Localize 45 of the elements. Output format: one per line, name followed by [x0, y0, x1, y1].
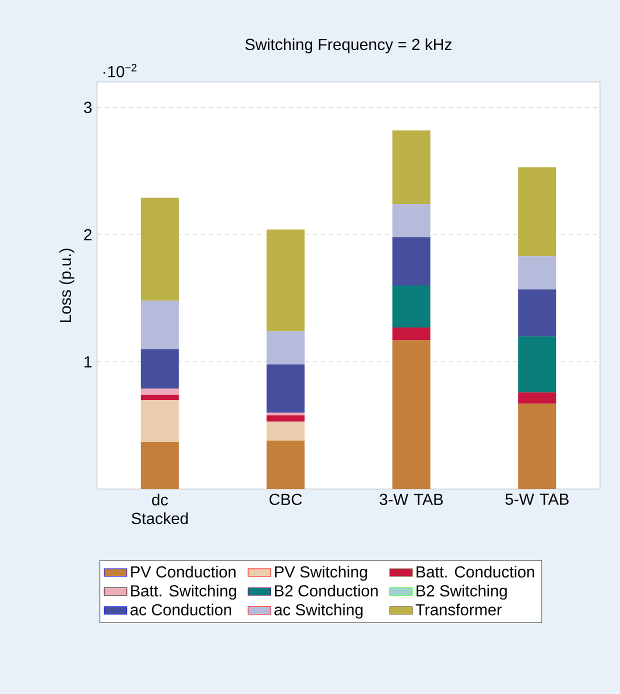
bar [518, 167, 556, 256]
bar [266, 412, 305, 416]
legend-label: Transformer [416, 604, 502, 616]
bar [140, 400, 179, 442]
bar [140, 300, 179, 350]
legend-label: Batt. Switching [131, 584, 236, 600]
legend-label: ac Switching [274, 604, 363, 619]
bar [266, 331, 305, 364]
x-tick-label: 5-W TAB [505, 494, 569, 505]
bar [518, 404, 556, 489]
legend-label: B2 Switching [416, 584, 507, 600]
chart-title: Switching Frequency = 2 kHz [245, 38, 452, 54]
legend-label: Batt. Conduction [416, 566, 534, 578]
bar [518, 392, 556, 404]
bar [140, 394, 179, 400]
text: ·10$^{−2}$ [104, 64, 136, 78]
bar [518, 256, 556, 290]
bar [266, 415, 305, 422]
bar [266, 230, 305, 332]
legend-label: PV Switching [275, 566, 367, 581]
bar [140, 388, 179, 395]
bar [518, 289, 556, 336]
bar [266, 364, 305, 413]
bar [392, 327, 430, 340]
bar [140, 442, 179, 489]
bar [392, 340, 430, 489]
y-tick-label: 1 [84, 356, 92, 368]
y-tick-label: 2 [84, 229, 92, 240]
x-tick-label: CBC [270, 494, 302, 506]
bar [392, 204, 430, 238]
bar [266, 440, 305, 489]
bar [392, 237, 430, 286]
bar [140, 349, 179, 389]
bar [266, 422, 305, 441]
legend-label: ac Conduction [130, 604, 232, 616]
bar [392, 286, 430, 328]
legend-label: B2 Conduction [275, 584, 378, 596]
y-tick-label: 3 [84, 102, 92, 114]
x-tick-label: dc Stacked [132, 494, 188, 524]
bar [392, 130, 430, 204]
x-tick-label: 3-W TAB [380, 494, 443, 506]
legend-label: PV Conduction [131, 566, 236, 578]
bar [140, 198, 179, 301]
bar [518, 336, 556, 392]
y-axis-title: Loss (p.u.) [59, 248, 74, 322]
